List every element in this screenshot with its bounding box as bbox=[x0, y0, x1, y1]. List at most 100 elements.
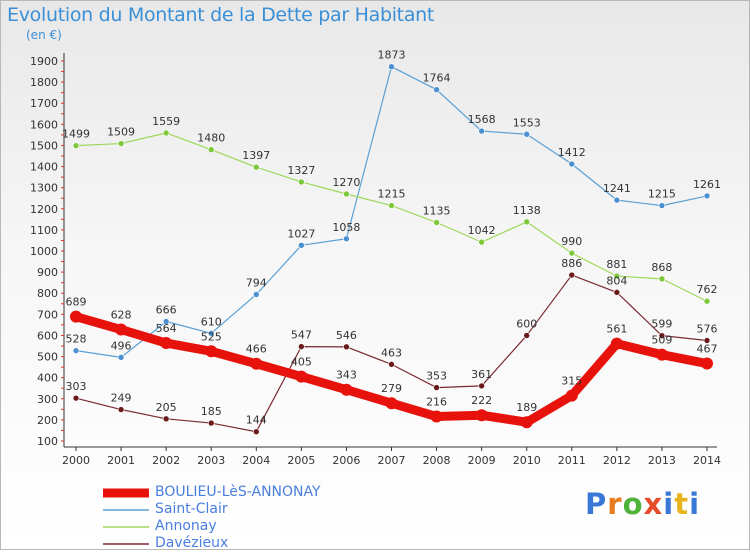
data-point bbox=[523, 218, 531, 226]
data-point bbox=[433, 384, 440, 391]
data-label: 216 bbox=[426, 396, 447, 409]
data-point bbox=[523, 332, 531, 339]
data-label: 1412 bbox=[558, 146, 586, 159]
data-label: 804 bbox=[606, 274, 627, 287]
data-point bbox=[610, 337, 623, 350]
data-label: 509 bbox=[651, 334, 672, 347]
data-label: 1568 bbox=[468, 113, 496, 126]
data-label: 361 bbox=[471, 368, 492, 381]
chart-title: Evolution du Montant de la Dette par Hab… bbox=[7, 4, 435, 26]
data-point bbox=[388, 361, 395, 368]
y-tick-label: 1300 bbox=[30, 182, 58, 195]
data-point bbox=[613, 196, 621, 204]
data-label: 249 bbox=[111, 392, 132, 405]
x-tick-label: 2001 bbox=[107, 454, 135, 467]
data-point bbox=[343, 343, 350, 351]
data-label: 185 bbox=[201, 405, 222, 418]
x-tick-label: 2004 bbox=[242, 454, 270, 467]
data-label: 564 bbox=[156, 322, 177, 335]
data-point bbox=[298, 343, 305, 350]
data-label: 1764 bbox=[423, 72, 451, 85]
data-point bbox=[250, 357, 263, 370]
data-label: 466 bbox=[246, 343, 267, 356]
legend-label: Annonay bbox=[155, 518, 217, 534]
data-label: 990 bbox=[561, 235, 582, 248]
y-tick-label: 300 bbox=[37, 393, 58, 406]
data-point bbox=[162, 129, 170, 137]
data-label: 1270 bbox=[332, 176, 360, 189]
data-point bbox=[388, 202, 395, 209]
data-point bbox=[478, 127, 485, 135]
legend-label: Saint-Clair bbox=[155, 501, 228, 517]
x-tick-label: 2006 bbox=[332, 454, 360, 467]
legend-label: Davézieux bbox=[155, 535, 229, 551]
data-point bbox=[703, 192, 711, 200]
y-tick-label: 600 bbox=[37, 329, 58, 342]
data-point bbox=[252, 163, 260, 171]
data-label: 689 bbox=[66, 296, 87, 309]
data-point bbox=[205, 345, 218, 358]
data-point bbox=[658, 202, 666, 209]
data-point bbox=[295, 370, 308, 383]
data-point bbox=[72, 394, 80, 402]
data-point bbox=[478, 238, 485, 246]
data-label: 189 bbox=[516, 401, 537, 414]
x-tick-label: 2013 bbox=[648, 454, 676, 467]
data-label: 886 bbox=[561, 257, 582, 270]
data-label: 315 bbox=[561, 375, 582, 388]
y-tick-label: 200 bbox=[37, 414, 58, 427]
data-label: 1559 bbox=[152, 115, 180, 128]
y-tick-label: 1500 bbox=[30, 139, 58, 152]
x-tick-label: 2012 bbox=[603, 454, 631, 467]
x-tick-label: 2009 bbox=[468, 454, 496, 467]
y-tick-label: 1100 bbox=[30, 224, 58, 237]
data-label: 1553 bbox=[513, 116, 541, 129]
x-tick-label: 2011 bbox=[558, 454, 586, 467]
data-point bbox=[72, 142, 80, 149]
y-tick-label: 1200 bbox=[30, 203, 58, 216]
data-point bbox=[655, 348, 668, 361]
x-tick-label: 2008 bbox=[423, 454, 451, 467]
data-label: 303 bbox=[66, 380, 87, 393]
data-point bbox=[252, 291, 260, 298]
data-point bbox=[70, 310, 82, 323]
data-label: 1499 bbox=[62, 128, 90, 141]
data-label: 547 bbox=[291, 329, 312, 342]
x-tick-label: 2002 bbox=[152, 454, 180, 467]
x-tick-label: 2005 bbox=[287, 454, 315, 467]
data-label: 1027 bbox=[287, 227, 315, 240]
data-point bbox=[298, 178, 305, 186]
data-label: 1873 bbox=[378, 49, 406, 62]
legend-label: BOULIEU-LèS-ANNONAY bbox=[155, 484, 321, 500]
proxiti-logo: Proxiti bbox=[585, 487, 701, 521]
data-point bbox=[162, 318, 170, 325]
data-point bbox=[117, 354, 125, 361]
y-tick-label: 1000 bbox=[30, 245, 58, 258]
data-label: 1241 bbox=[603, 182, 631, 195]
data-label: 1480 bbox=[197, 132, 225, 145]
data-point bbox=[433, 86, 440, 94]
y-tick-label: 700 bbox=[37, 308, 58, 321]
data-point bbox=[72, 347, 80, 354]
data-label: 1215 bbox=[378, 188, 406, 201]
data-label: 144 bbox=[246, 414, 267, 427]
data-point bbox=[252, 428, 260, 436]
data-label: 405 bbox=[291, 356, 312, 369]
data-point bbox=[565, 389, 578, 402]
y-tick-label: 500 bbox=[37, 351, 58, 364]
data-label: 628 bbox=[111, 309, 132, 322]
data-point bbox=[117, 140, 125, 147]
data-point bbox=[207, 146, 215, 153]
data-point bbox=[613, 272, 621, 280]
data-point bbox=[658, 275, 666, 283]
data-label: 561 bbox=[606, 323, 627, 336]
data-label: 599 bbox=[651, 318, 672, 331]
data-point bbox=[388, 63, 395, 70]
x-tick-label: 2000 bbox=[62, 454, 90, 467]
data-point bbox=[343, 190, 350, 198]
data-point bbox=[568, 249, 576, 257]
data-point bbox=[207, 330, 215, 337]
x-tick-label: 2007 bbox=[378, 454, 406, 467]
data-label: 353 bbox=[426, 370, 447, 383]
data-label: 610 bbox=[201, 315, 222, 328]
